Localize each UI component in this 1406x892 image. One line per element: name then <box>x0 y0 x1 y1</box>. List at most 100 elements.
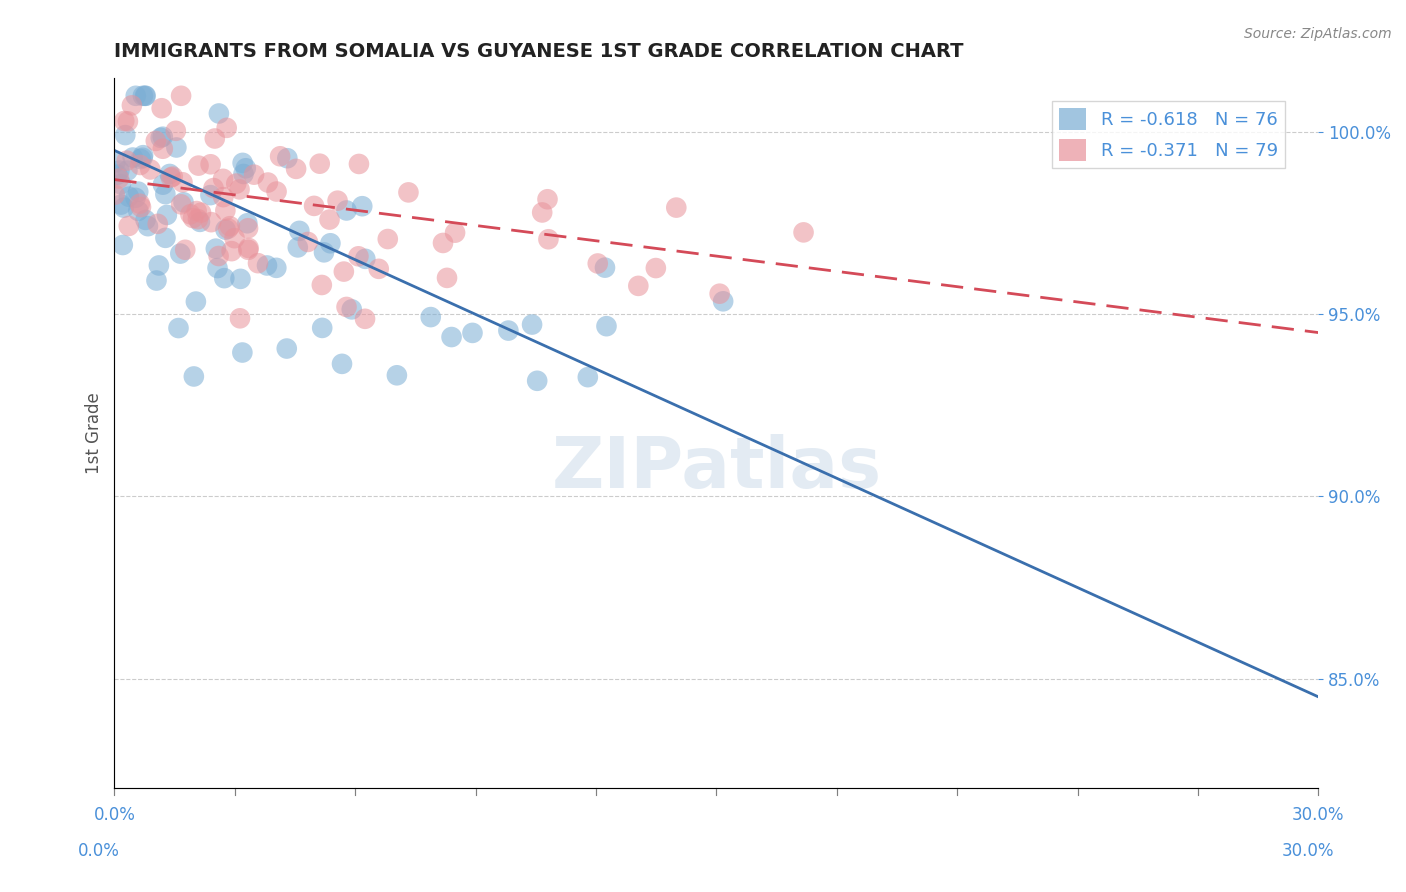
Immigrants from Somalia <box>340 302 363 317</box>
Guyanese <box>215 120 238 135</box>
Immigrants from Somalia <box>108 163 131 178</box>
Immigrants from Somalia <box>711 294 734 309</box>
Immigrants from Somalia <box>319 236 342 251</box>
Immigrants from Somalia <box>104 155 127 169</box>
Legend: R = -0.618   N = 76, R = -0.371   N = 79: R = -0.618 N = 76, R = -0.371 N = 79 <box>1052 101 1285 169</box>
Immigrants from Somalia <box>110 197 132 211</box>
Immigrants from Somalia <box>229 272 252 286</box>
Immigrants from Somalia <box>440 330 463 344</box>
Guyanese <box>121 98 143 112</box>
Immigrants from Somalia <box>312 245 335 260</box>
Immigrants from Somalia <box>111 238 134 252</box>
Immigrants from Somalia <box>184 294 207 309</box>
Guyanese <box>229 311 252 326</box>
Guyanese <box>170 88 193 103</box>
Immigrants from Somalia <box>335 203 357 218</box>
Text: 0.0%: 0.0% <box>93 806 135 824</box>
Immigrants from Somalia <box>169 246 191 260</box>
Immigrants from Somalia <box>124 191 146 205</box>
Immigrants from Somalia <box>330 357 353 371</box>
Guyanese <box>200 157 222 171</box>
Guyanese <box>117 114 139 128</box>
Immigrants from Somalia <box>105 168 128 182</box>
Immigrants from Somalia <box>110 178 132 192</box>
Immigrants from Somalia <box>595 319 617 334</box>
Guyanese <box>170 197 193 211</box>
Guyanese <box>129 200 152 214</box>
Guyanese <box>190 205 212 219</box>
Immigrants from Somalia <box>167 321 190 335</box>
Immigrants from Somalia <box>188 215 211 229</box>
Immigrants from Somalia <box>132 88 155 103</box>
Guyanese <box>302 199 325 213</box>
Immigrants from Somalia <box>231 345 253 359</box>
Guyanese <box>112 114 135 128</box>
Guyanese <box>179 207 201 221</box>
Guyanese <box>347 249 370 263</box>
Immigrants from Somalia <box>385 368 408 383</box>
Guyanese <box>187 212 209 227</box>
Immigrants from Somalia <box>149 130 172 145</box>
Immigrants from Somalia <box>419 310 441 324</box>
Text: ZIPatlas: ZIPatlas <box>551 434 882 503</box>
Guyanese <box>162 169 184 184</box>
Text: IMMIGRANTS FROM SOMALIA VS GUYANESE 1ST GRADE CORRELATION CHART: IMMIGRANTS FROM SOMALIA VS GUYANESE 1ST … <box>114 42 965 61</box>
Immigrants from Somalia <box>135 88 157 103</box>
Immigrants from Somalia <box>526 374 548 388</box>
Guyanese <box>129 158 152 172</box>
Guyanese <box>432 235 454 250</box>
Guyanese <box>217 221 239 235</box>
Guyanese <box>118 219 141 233</box>
Guyanese <box>181 211 204 225</box>
Immigrants from Somalia <box>520 318 543 332</box>
Immigrants from Somalia <box>208 106 231 120</box>
Y-axis label: 1st Grade: 1st Grade <box>86 392 103 474</box>
Guyanese <box>236 221 259 235</box>
Immigrants from Somalia <box>236 216 259 230</box>
Immigrants from Somalia <box>121 151 143 165</box>
Immigrants from Somalia <box>152 178 174 192</box>
Immigrants from Somalia <box>165 140 187 154</box>
Text: 0.0%: 0.0% <box>77 842 120 860</box>
Guyanese <box>221 244 243 259</box>
Immigrants from Somalia <box>232 156 254 170</box>
Guyanese <box>531 205 554 219</box>
Guyanese <box>202 181 225 195</box>
Immigrants from Somalia <box>288 224 311 238</box>
Guyanese <box>537 232 560 246</box>
Guyanese <box>160 170 183 185</box>
Immigrants from Somalia <box>118 190 141 204</box>
Immigrants from Somalia <box>155 231 177 245</box>
Text: 30.0%: 30.0% <box>1292 806 1344 824</box>
Guyanese <box>333 264 356 278</box>
Guyanese <box>186 204 208 219</box>
Immigrants from Somalia <box>148 259 170 273</box>
Guyanese <box>218 219 240 234</box>
Immigrants from Somalia <box>132 148 155 162</box>
Guyanese <box>436 271 458 285</box>
Immigrants from Somalia <box>232 167 254 181</box>
Guyanese <box>174 243 197 257</box>
Immigrants from Somalia <box>183 369 205 384</box>
Immigrants from Somalia <box>127 203 149 218</box>
Guyanese <box>146 217 169 231</box>
Guyanese <box>128 196 150 211</box>
Guyanese <box>238 241 260 255</box>
Immigrants from Somalia <box>354 252 377 266</box>
Immigrants from Somalia <box>152 129 174 144</box>
Guyanese <box>335 300 357 314</box>
Guyanese <box>269 149 291 163</box>
Immigrants from Somalia <box>287 240 309 254</box>
Guyanese <box>793 226 815 240</box>
Guyanese <box>246 256 269 270</box>
Guyanese <box>225 177 247 191</box>
Immigrants from Somalia <box>145 274 167 288</box>
Immigrants from Somalia <box>155 187 177 202</box>
Guyanese <box>228 182 250 196</box>
Guyanese <box>224 231 246 245</box>
Immigrants from Somalia <box>256 259 278 273</box>
Immigrants from Somalia <box>498 324 520 338</box>
Immigrants from Somalia <box>276 151 298 165</box>
Guyanese <box>257 176 280 190</box>
Text: Source: ZipAtlas.com: Source: ZipAtlas.com <box>1244 27 1392 41</box>
